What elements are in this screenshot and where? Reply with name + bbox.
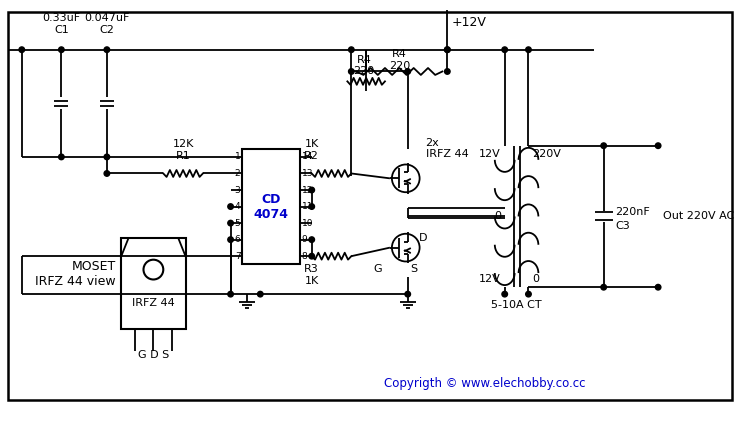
Circle shape [228,204,233,209]
Text: 220: 220 [353,66,375,77]
Text: C3: C3 [616,221,630,231]
Text: 5-10A CT: 5-10A CT [491,300,542,310]
Circle shape [309,237,314,242]
Circle shape [309,253,314,259]
Text: D: D [419,233,428,243]
Circle shape [405,291,410,297]
Circle shape [405,69,410,74]
Circle shape [257,291,263,297]
Circle shape [228,291,233,297]
Circle shape [228,237,233,242]
Circle shape [445,69,450,74]
Text: 0: 0 [532,274,539,284]
Text: 220V: 220V [532,148,561,159]
Text: 4: 4 [235,202,241,211]
Text: R4: R4 [357,55,371,65]
Circle shape [58,154,64,160]
Text: 2x
IRFZ 44: 2x IRFZ 44 [425,138,468,159]
Circle shape [445,47,450,52]
Text: R3: R3 [304,264,319,274]
Circle shape [349,47,354,52]
Text: IRFZ 44: IRFZ 44 [132,298,175,308]
Circle shape [309,204,314,209]
Text: G: G [374,264,382,275]
Circle shape [104,171,110,176]
Text: 0.047uF: 0.047uF [84,13,130,23]
Text: 5: 5 [235,219,241,228]
Text: S: S [410,264,417,275]
Circle shape [104,47,110,52]
Text: C1: C1 [54,25,69,35]
Circle shape [601,284,607,290]
Text: 12V: 12V [479,148,501,159]
Text: 3: 3 [235,186,241,195]
Text: 6: 6 [235,235,241,244]
Text: 12V: 12V [479,274,501,284]
Text: R2: R2 [304,151,320,161]
Text: 8: 8 [302,252,307,261]
Text: 220nF: 220nF [616,206,650,217]
Text: CD
4074: CD 4074 [254,192,289,220]
Text: G D S: G D S [138,351,169,360]
Text: +12V: +12V [452,16,486,29]
Text: 12: 12 [302,186,313,195]
Circle shape [502,47,508,52]
Circle shape [445,47,450,52]
Text: C2: C2 [100,25,114,35]
Circle shape [656,284,661,290]
Text: 14: 14 [302,152,313,162]
Text: 11: 11 [302,202,313,211]
Circle shape [349,69,354,74]
Text: 1K: 1K [304,139,319,149]
Circle shape [58,47,64,52]
Bar [121,238,186,329]
Text: Copyrigth © www.elechobby.co.cc: Copyrigth © www.elechobby.co.cc [384,377,586,390]
Text: R4: R4 [392,49,406,59]
Circle shape [19,47,25,52]
Circle shape [104,154,110,160]
Text: 12K: 12K [172,139,194,149]
Text: 0.33uF: 0.33uF [42,13,80,23]
Text: 7: 7 [235,252,241,261]
Text: 10: 10 [302,219,313,228]
Circle shape [601,143,607,148]
Circle shape [228,220,233,226]
Circle shape [526,47,531,52]
Text: 220: 220 [388,60,410,71]
Text: 9: 9 [302,235,307,244]
Circle shape [309,187,314,193]
Text: 0: 0 [494,212,501,222]
Bar [242,148,300,264]
Circle shape [656,143,661,148]
Text: 13: 13 [302,169,313,178]
Text: Out 220V AC: Out 220V AC [663,212,734,222]
Text: 1K: 1K [304,276,319,286]
Text: R1: R1 [176,151,190,161]
Text: 2: 2 [235,169,241,178]
Circle shape [526,291,531,297]
Text: 1: 1 [235,152,241,162]
Circle shape [502,291,508,297]
Text: MOSET
IRFZ 44 view: MOSET IRFZ 44 view [35,260,116,288]
